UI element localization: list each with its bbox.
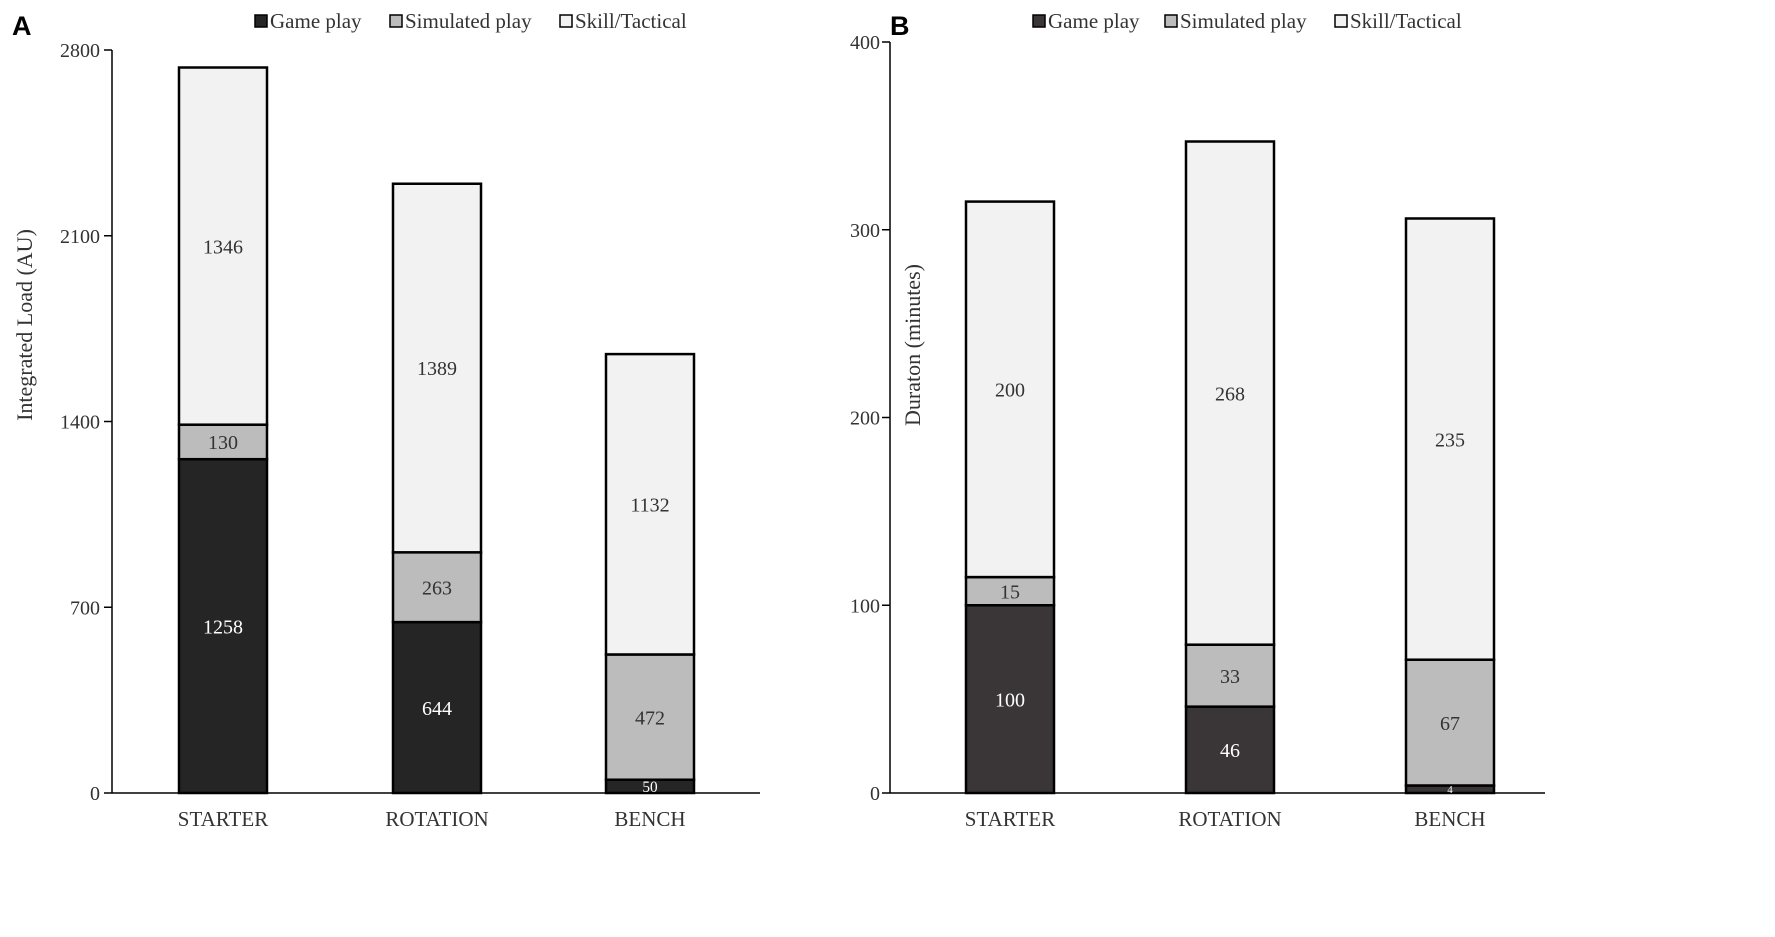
- a-legend-item-skill-tactical: Skill/Tactical: [559, 9, 687, 33]
- panel-b-bars: 100 15 200 46 33 268 4 67 235: [964, 140, 1496, 796]
- b-x-tick-label-rotation: ROTATION: [1178, 807, 1281, 831]
- b-data-label-bench-skill-tactical: 235: [1435, 429, 1465, 451]
- b-legend-swatch-game-play: [1032, 14, 1046, 28]
- panel-a-legend: Game play Simulated play Skill/Tactical: [254, 9, 687, 33]
- a-bar-starter-game-play: [177, 457, 269, 795]
- b-legend-label-game-play: Game play: [1048, 9, 1140, 33]
- b-data-label-rotation-skill-tactical: 268: [1215, 383, 1245, 405]
- a-y-tick-label: 1400: [60, 412, 100, 434]
- b-legend-label-simulated-play: Simulated play: [1180, 9, 1307, 33]
- panel-a-y-axis-label: Integrated Load (AU): [12, 229, 37, 421]
- b-bar-stack-rotation: 46 33 268: [1184, 140, 1276, 795]
- a-data-label-rotation-skill-tactical: 1389: [417, 358, 457, 380]
- b-y-tick-label: 100: [850, 595, 880, 617]
- a-bar-stack-starter: 1258 130 1346: [177, 66, 269, 795]
- a-data-label-starter-game-play: 1258: [203, 616, 243, 638]
- panel-a-x-tick-labels: STARTER ROTATION BENCH: [178, 807, 686, 831]
- b-bar-starter-game-play: [964, 604, 1056, 795]
- a-data-label-rotation-simulated-play: 263: [422, 577, 452, 599]
- b-bar-bench-skill-tactical: [1404, 217, 1496, 661]
- a-bar-starter-skill-tactical: [177, 66, 269, 426]
- b-bar-rotation-game-play: [1184, 705, 1276, 795]
- a-legend-item-simulated-play: Simulated play: [389, 9, 532, 33]
- a-bar-bench-skill-tactical: [604, 352, 696, 656]
- a-y-tick-label: 0: [90, 783, 100, 805]
- a-bar-rotation-skill-tactical: [391, 182, 483, 554]
- a-y-tick-label: 2100: [60, 226, 100, 248]
- b-legend-swatch-skill-tactical: [1334, 14, 1348, 28]
- b-bar-bench-simulated-play: [1404, 658, 1496, 787]
- b-data-label-starter-game-play: 100: [995, 689, 1025, 711]
- a-bar-rotation-game-play: [391, 620, 483, 795]
- a-bar-bench-simulated-play: [604, 653, 696, 781]
- panel-b-x-tick-labels: STARTER ROTATION BENCH: [965, 807, 1486, 831]
- panel-a-bars: 1258 130 1346 644 263 1389 50 472 1132: [177, 66, 696, 796]
- b-bar-rotation-skill-tactical: [1184, 140, 1276, 646]
- a-data-label-rotation-game-play: 644: [422, 698, 452, 720]
- panel-b-legend: Game play Simulated play Skill/Tactical: [1032, 9, 1462, 33]
- b-bar-rotation-simulated-play: [1184, 643, 1276, 708]
- a-data-label-starter-simulated-play: 130: [208, 432, 238, 454]
- b-y-tick-label: 300: [850, 220, 880, 242]
- b-y-tick-label: 0: [870, 783, 880, 805]
- b-y-tick-label: 400: [850, 32, 880, 54]
- a-legend-label-skill-tactical: Skill/Tactical: [575, 9, 687, 33]
- a-legend-swatch-simulated-play: [389, 14, 403, 28]
- b-bar-starter-skill-tactical: [964, 200, 1056, 579]
- a-bar-starter-simulated-play: [177, 423, 269, 461]
- panel-b-y-ticks: 0 100 200 300 400: [850, 32, 890, 805]
- a-legend-label-game-play: Game play: [270, 9, 362, 33]
- b-legend-item-game-play: Game play: [1032, 9, 1140, 33]
- panel-b-letter: B: [890, 11, 910, 41]
- a-y-tick-label: 700: [70, 597, 100, 619]
- b-y-tick-label: 200: [850, 408, 880, 430]
- b-data-label-bench-game-play: 4: [1447, 784, 1453, 796]
- a-legend-item-game-play: Game play: [254, 9, 362, 33]
- panel-b-y-axis-label: Duraton (minutes): [900, 264, 925, 426]
- panel-a-y-ticks: 0 700 1400 2100 2800: [60, 40, 112, 805]
- a-y-tick-label: 2800: [60, 40, 100, 62]
- b-legend-item-simulated-play: Simulated play: [1164, 9, 1307, 33]
- a-data-label-bench-simulated-play: 472: [635, 707, 665, 729]
- a-bar-stack-bench: 50 472 1132: [604, 352, 696, 796]
- b-bar-stack-bench: 4 67 235: [1404, 217, 1496, 796]
- a-legend-label-simulated-play: Simulated play: [405, 9, 532, 33]
- a-legend-swatch-game-play: [254, 14, 268, 28]
- a-x-tick-label-bench: BENCH: [614, 807, 685, 831]
- a-bar-stack-rotation: 644 263 1389: [391, 182, 483, 795]
- b-legend-item-skill-tactical: Skill/Tactical: [1334, 9, 1462, 33]
- b-data-label-rotation-game-play: 46: [1220, 740, 1240, 762]
- a-x-tick-label-starter: STARTER: [178, 807, 268, 831]
- b-bar-stack-starter: 100 15 200: [964, 200, 1056, 795]
- b-x-tick-label-bench: BENCH: [1414, 807, 1485, 831]
- a-data-label-bench-game-play: 50: [642, 779, 658, 796]
- a-legend-swatch-skill-tactical: [559, 14, 573, 28]
- b-data-label-bench-simulated-play: 67: [1440, 713, 1460, 735]
- a-data-label-starter-skill-tactical: 1346: [203, 236, 243, 258]
- b-data-label-starter-simulated-play: 15: [1000, 581, 1020, 603]
- a-bar-rotation-simulated-play: [391, 551, 483, 624]
- b-data-label-starter-skill-tactical: 200: [995, 380, 1025, 402]
- panel-b: B Duraton (minutes) Game play Simulated p…: [850, 9, 1545, 831]
- b-legend-label-skill-tactical: Skill/Tactical: [1350, 9, 1462, 33]
- panel-a-letter: A: [12, 11, 32, 41]
- a-data-label-bench-skill-tactical: 1132: [630, 494, 669, 516]
- a-x-tick-label-rotation: ROTATION: [385, 807, 488, 831]
- b-x-tick-label-starter: STARTER: [965, 807, 1055, 831]
- b-data-label-rotation-simulated-play: 33: [1220, 666, 1240, 688]
- b-legend-swatch-simulated-play: [1164, 14, 1178, 28]
- panel-a: A Integrated Load (AU) Game play Simulate…: [12, 9, 760, 831]
